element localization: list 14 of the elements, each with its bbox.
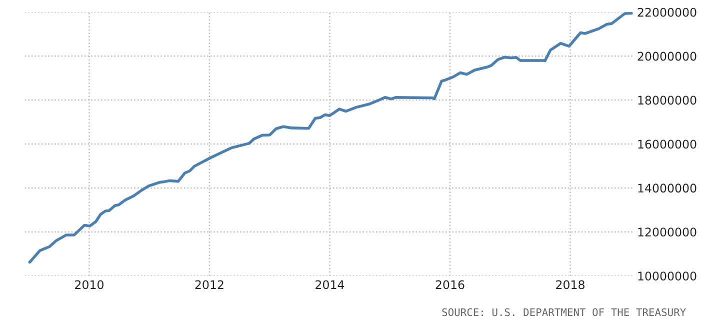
source-note: SOURCE: U.S. DEPARTMENT OF THE TREASURY	[442, 308, 686, 316]
y-tick-label: 16000000	[638, 140, 696, 149]
x-tick-label: 2018	[556, 280, 584, 290]
y-tick-label: 22000000	[638, 8, 696, 17]
y-tick-label: 10000000	[638, 272, 696, 280]
x-tick-label: 2012	[195, 280, 224, 290]
y-tick-label: 14000000	[638, 184, 696, 193]
y-tick-label: 18000000	[638, 96, 696, 105]
x-tick-label: 2016	[436, 280, 464, 290]
y-tick-label: 20000000	[638, 52, 696, 61]
y-tick-label: 12000000	[638, 228, 696, 237]
line-series	[28, 12, 633, 264]
x-tick-label: 2010	[75, 280, 104, 290]
x-tick-label: 2014	[316, 280, 344, 290]
